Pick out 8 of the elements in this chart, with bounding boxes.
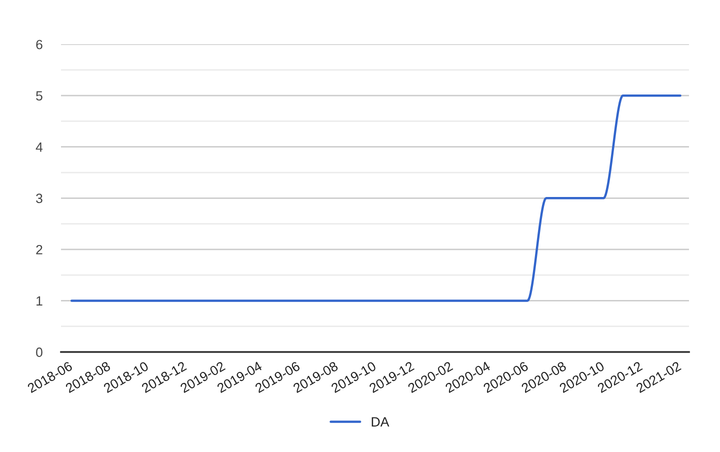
y-tick-label: 5 xyxy=(36,91,42,101)
y-tick-label: 2 xyxy=(36,244,42,254)
y-tick-label: 4 xyxy=(36,142,43,152)
y-tick-label: 1 xyxy=(36,296,42,306)
legend-label: DA xyxy=(372,417,390,426)
y-tick-label: 3 xyxy=(36,194,42,204)
y-tick-label: 0 xyxy=(36,348,42,357)
y-tick-label: 6 xyxy=(36,40,42,50)
